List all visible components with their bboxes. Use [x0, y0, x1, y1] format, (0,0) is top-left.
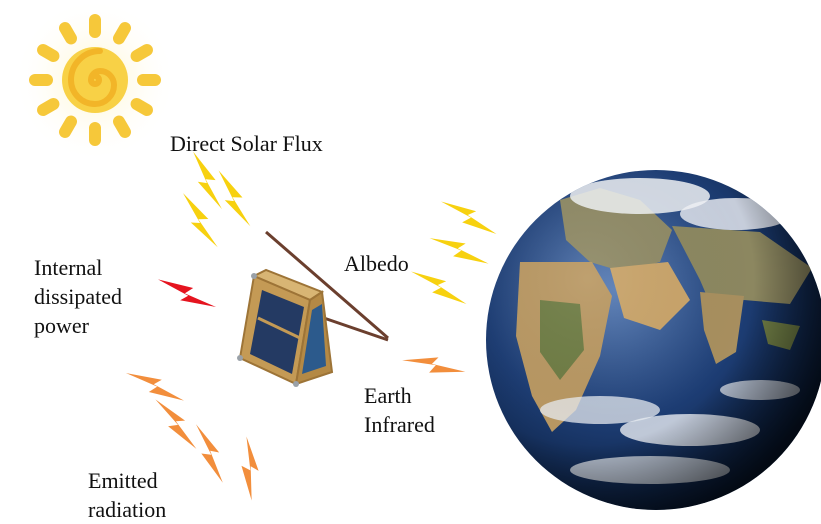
lightning-bolt-icon	[410, 271, 467, 304]
lightning-bolt-icon	[155, 399, 197, 449]
internal-power-line-2: dissipated	[34, 284, 122, 309]
radiation-bolts	[125, 151, 497, 501]
lightning-bolt-icon	[125, 373, 185, 401]
emitted-radiation-line-2: radiation	[88, 497, 167, 522]
lightning-bolt-icon	[402, 357, 466, 373]
sun-icon	[13, 0, 177, 162]
internal-power-line-3: power	[34, 313, 89, 338]
cubesat-satellite	[237, 230, 389, 387]
lightning-bolt-icon	[218, 170, 251, 227]
lightning-bolt-icon	[193, 151, 222, 210]
earth-globe	[486, 170, 821, 510]
lightning-bolt-icon	[196, 424, 223, 483]
emitted-radiation-line-1: Emitted	[88, 468, 158, 493]
earth-infrared-label: Earth Infrared	[364, 381, 435, 439]
albedo-label: Albedo	[344, 251, 409, 276]
earth-infrared-line-1: Earth	[364, 383, 412, 408]
lightning-bolt-icon	[183, 193, 218, 248]
lightning-bolt-icon	[241, 436, 259, 501]
lightning-bolt-icon	[429, 238, 489, 264]
internal-power-label: Internal dissipated power	[34, 253, 122, 340]
emitted-radiation-label: Emitted radiation	[88, 466, 166, 524]
earth-infrared-line-2: Infrared	[364, 412, 435, 437]
lightning-bolt-icon	[157, 279, 217, 307]
internal-power-line-1: Internal	[34, 255, 103, 280]
lightning-bolt-icon	[440, 201, 497, 234]
direct-solar-flux-label: Direct Solar Flux	[170, 131, 323, 156]
